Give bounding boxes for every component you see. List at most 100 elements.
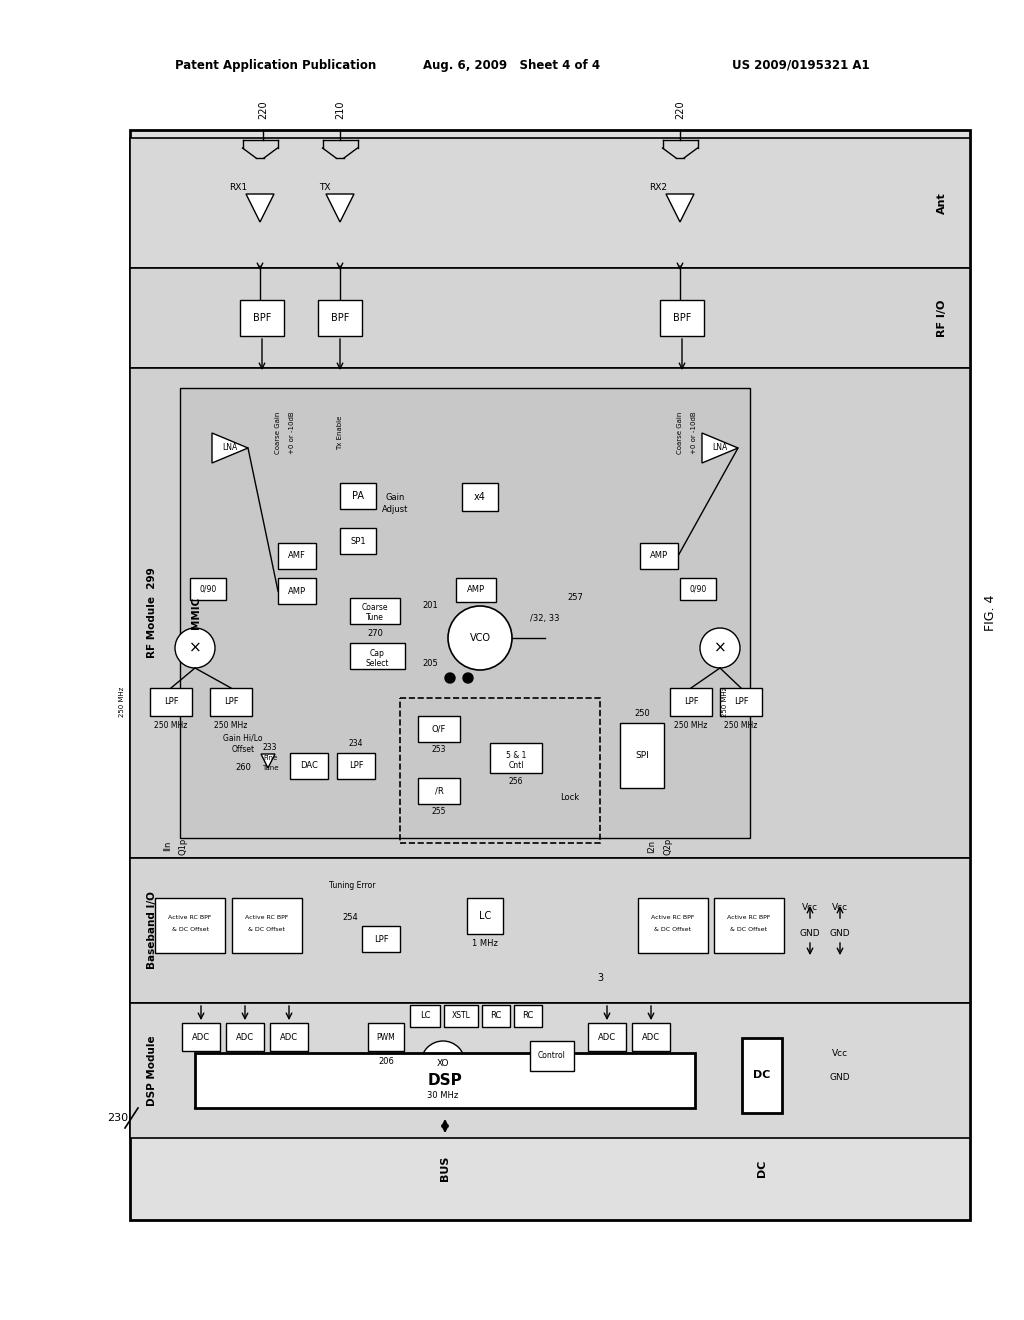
Text: 250 MHz: 250 MHz [155, 722, 187, 730]
Circle shape [700, 628, 740, 668]
Text: 250 MHz: 250 MHz [724, 722, 758, 730]
Text: AMP: AMP [650, 552, 668, 561]
Text: I2n: I2n [647, 840, 656, 853]
Text: RC: RC [490, 1011, 502, 1020]
Text: 210: 210 [335, 100, 345, 119]
Bar [742, 1038, 782, 1113]
Text: +0 or -10dB: +0 or -10dB [289, 412, 295, 454]
Bar [130, 129, 970, 1220]
Text: LNA: LNA [222, 444, 238, 453]
Text: RX1: RX1 [229, 183, 247, 193]
Text: ADC: ADC [236, 1032, 254, 1041]
Circle shape [463, 673, 473, 682]
Text: 250 MHz: 250 MHz [119, 686, 125, 717]
Bar [150, 688, 193, 715]
Text: Aug. 6, 2009   Sheet 4 of 4: Aug. 6, 2009 Sheet 4 of 4 [424, 58, 600, 71]
Text: LPF: LPF [164, 697, 178, 706]
Text: BUS: BUS [440, 1155, 450, 1180]
Text: Vcc: Vcc [831, 1048, 848, 1057]
Text: ADC: ADC [598, 1032, 616, 1041]
Bar [318, 300, 362, 337]
Bar [130, 368, 970, 858]
Text: Active RC BPF: Active RC BPF [651, 915, 694, 920]
Text: Adjust: Adjust [382, 506, 409, 515]
Text: 201: 201 [422, 602, 438, 610]
Bar [350, 598, 400, 624]
Text: x4: x4 [474, 492, 486, 502]
Bar [632, 1023, 670, 1051]
Text: 253: 253 [432, 744, 446, 754]
Text: Lock: Lock [560, 793, 580, 803]
Text: Gain: Gain [385, 494, 404, 503]
Bar [638, 898, 708, 953]
Text: Baseband I/O: Baseband I/O [147, 891, 157, 969]
Circle shape [421, 1041, 465, 1085]
Bar [278, 543, 316, 569]
Bar [714, 898, 784, 953]
Text: LPF: LPF [374, 935, 388, 944]
Text: Cntl: Cntl [508, 760, 523, 770]
Bar [514, 1005, 542, 1027]
Bar [410, 1005, 440, 1027]
Bar [368, 1023, 404, 1051]
Text: DC: DC [757, 1159, 767, 1176]
Text: Vcc: Vcc [831, 903, 848, 912]
Text: BPF: BPF [673, 313, 691, 323]
Bar [444, 1005, 478, 1027]
Bar [482, 1005, 510, 1027]
Text: BPF: BPF [253, 313, 271, 323]
Text: O/F: O/F [432, 725, 446, 734]
Bar [362, 927, 400, 952]
Bar [640, 543, 678, 569]
Text: ×: × [188, 640, 202, 656]
Bar [462, 483, 498, 511]
Text: 250: 250 [634, 709, 650, 718]
Text: 220: 220 [675, 100, 685, 119]
Text: /32, 33: /32, 33 [530, 614, 560, 623]
Text: Tx Enable: Tx Enable [337, 416, 343, 450]
Text: Offset: Offset [231, 744, 255, 754]
Text: XO: XO [437, 1059, 450, 1068]
Bar [340, 483, 376, 510]
Circle shape [175, 628, 215, 668]
Text: 250 MHz: 250 MHz [675, 722, 708, 730]
Text: DC: DC [754, 1071, 771, 1080]
Bar [226, 1023, 264, 1051]
Text: LC: LC [479, 911, 492, 921]
Text: 230: 230 [108, 1113, 129, 1123]
Bar [130, 139, 970, 268]
Text: 0/90: 0/90 [689, 585, 707, 594]
Bar [290, 752, 328, 779]
Text: Q1p: Q1p [178, 837, 187, 854]
Circle shape [445, 673, 455, 682]
Text: RX2: RX2 [649, 183, 667, 193]
Bar [130, 268, 970, 368]
Text: Vcc: Vcc [802, 903, 818, 912]
Text: 250 MHz: 250 MHz [722, 686, 728, 717]
Text: Tuning Error: Tuning Error [329, 882, 375, 891]
Text: LPF: LPF [733, 697, 749, 706]
Text: MMIC: MMIC [191, 597, 201, 630]
Bar [680, 578, 716, 601]
Text: & DC Offset: & DC Offset [249, 927, 286, 932]
Text: Cap: Cap [370, 648, 384, 657]
Bar [130, 1003, 970, 1138]
Polygon shape [326, 194, 354, 222]
Text: DAC: DAC [300, 762, 317, 771]
Text: 1 MHz: 1 MHz [472, 940, 498, 949]
Bar [155, 898, 225, 953]
Bar [720, 688, 762, 715]
Text: ADC: ADC [642, 1032, 660, 1041]
Text: GND: GND [800, 928, 820, 937]
Text: 260: 260 [236, 763, 251, 772]
Text: GND: GND [829, 928, 850, 937]
Text: AMP: AMP [288, 586, 306, 595]
Text: DSP: DSP [428, 1073, 463, 1088]
Text: Ant: Ant [937, 193, 947, 214]
Bar [190, 578, 226, 601]
Text: Gain Hi/Lo: Gain Hi/Lo [223, 734, 263, 742]
Text: Select: Select [366, 659, 389, 668]
Bar [278, 578, 316, 605]
Text: 256: 256 [509, 776, 523, 785]
Bar [210, 688, 252, 715]
